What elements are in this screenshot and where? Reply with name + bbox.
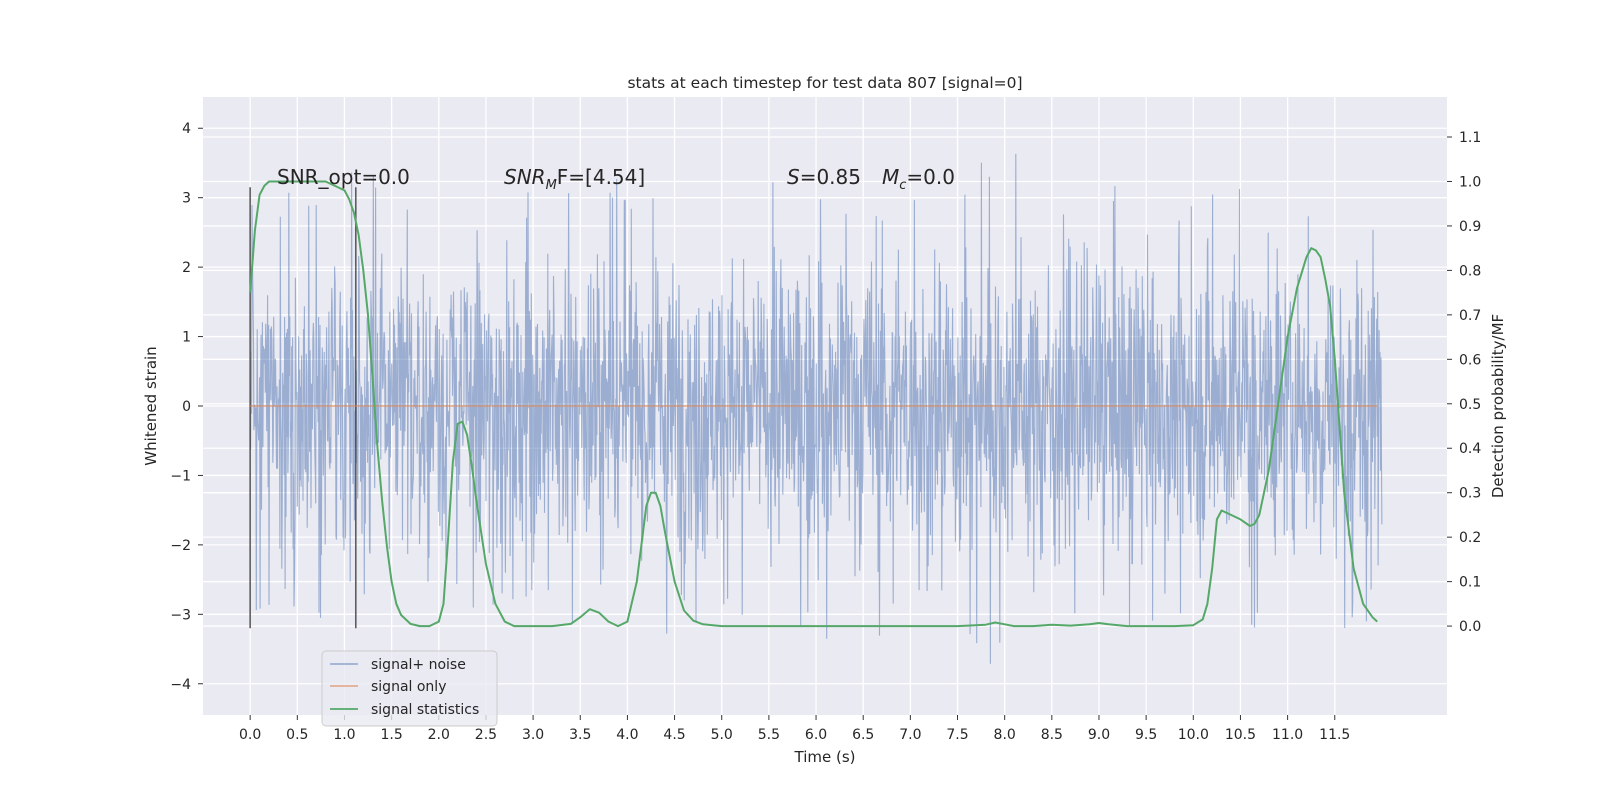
left-y-tick-label: 2 bbox=[182, 260, 191, 276]
x-tick-label: 5.0 bbox=[711, 727, 733, 743]
left-y-tick-label: −2 bbox=[170, 538, 191, 554]
x-tick-label: 7.0 bbox=[899, 727, 921, 743]
left-y-tick-label: −4 bbox=[170, 677, 191, 693]
right-y-tick-label: 1.1 bbox=[1459, 130, 1481, 146]
legend: signal+ noise signal only signal statist… bbox=[321, 650, 498, 727]
annotation-snr-mf-rest: F=[4.54] bbox=[557, 165, 645, 189]
right-y-tick-label: 0.5 bbox=[1459, 397, 1481, 413]
legend-box bbox=[321, 650, 498, 727]
left-y-tick-label: −1 bbox=[170, 468, 191, 484]
left-y-axis-ticks: −4 −3 −2 −1 0 1 2 3 4 bbox=[170, 121, 203, 693]
x-tick-label: 1.0 bbox=[333, 727, 355, 743]
annotation-mc-value: =0.0 bbox=[906, 165, 955, 189]
x-tick-label: 9.0 bbox=[1088, 727, 1110, 743]
x-tick-label: 4.5 bbox=[663, 727, 685, 743]
line-signal-noise bbox=[249, 153, 1383, 664]
left-y-tick-label: 4 bbox=[182, 121, 191, 137]
series-signal-noise bbox=[249, 153, 1383, 664]
annotation-mc-sub: c bbox=[899, 178, 906, 193]
x-tick-label: 3.0 bbox=[522, 727, 544, 743]
annotations: SNR_opt=0.0 SNRMF=[4.54] S=0.85 Mc=0.0 bbox=[277, 165, 955, 193]
x-axis-label: Time (s) bbox=[794, 748, 856, 766]
series-signal-statistics bbox=[249, 180, 1378, 628]
left-y-axis-label: Whitened strain bbox=[142, 346, 160, 465]
x-tick-label: 11.5 bbox=[1319, 727, 1350, 743]
x-tick-label: 8.5 bbox=[1041, 727, 1063, 743]
annotation-snr-opt: SNR_opt=0.0 bbox=[277, 165, 410, 189]
annotation-snr-mf: SNRMF=[4.54] bbox=[504, 165, 645, 193]
x-tick-label: 10.0 bbox=[1178, 727, 1209, 743]
right-y-tick-label: 0.0 bbox=[1459, 619, 1481, 635]
right-y-tick-label: 0.1 bbox=[1459, 575, 1481, 591]
right-y-tick-label: 0.6 bbox=[1459, 352, 1481, 368]
left-y-tick-label: 1 bbox=[182, 330, 191, 346]
legend-label-signal-statistics: signal statistics bbox=[371, 702, 479, 718]
right-y-axis-label: Detection probability/MF bbox=[1489, 314, 1507, 498]
right-y-tick-label: 0.3 bbox=[1459, 486, 1481, 502]
right-y-tick-label: 0.7 bbox=[1459, 308, 1481, 324]
x-tick-label: 10.5 bbox=[1225, 727, 1256, 743]
x-tick-label: 6.5 bbox=[852, 727, 874, 743]
right-y-tick-label: 0.8 bbox=[1459, 263, 1481, 279]
legend-label-signal-noise: signal+ noise bbox=[371, 657, 466, 673]
right-y-tick-label: 0.4 bbox=[1459, 441, 1481, 457]
right-y-tick-label: 0.2 bbox=[1459, 530, 1481, 546]
x-tick-label: 2.5 bbox=[475, 727, 497, 743]
annotation-snr-mf-sub: M bbox=[546, 178, 557, 193]
right-y-tick-label: 0.9 bbox=[1459, 219, 1481, 235]
x-tick-label: 0.5 bbox=[286, 727, 308, 743]
x-tick-label: 9.5 bbox=[1135, 727, 1157, 743]
annotation-snr-mf-base: SNR bbox=[504, 165, 546, 189]
right-y-tick-label: 1.0 bbox=[1459, 174, 1481, 190]
x-tick-label: 5.5 bbox=[758, 727, 780, 743]
x-tick-label: 1.5 bbox=[380, 727, 402, 743]
annotation-mc-base: M bbox=[882, 165, 899, 189]
vertical-markers bbox=[249, 187, 357, 629]
left-y-tick-label: 3 bbox=[182, 191, 191, 207]
x-tick-label: 0.0 bbox=[239, 727, 261, 743]
annotation-s-label: S bbox=[787, 165, 800, 189]
x-axis-ticks: 0.0 0.5 1.0 1.5 2.0 2.5 3.0 3.5 4.0 4.5 5.0 5.5 6.0 6… bbox=[239, 715, 1350, 743]
x-tick-label: 11.0 bbox=[1272, 727, 1303, 743]
annotation-mc: Mc=0.0 bbox=[882, 165, 955, 193]
x-tick-label: 7.5 bbox=[946, 727, 968, 743]
x-tick-label: 4.0 bbox=[616, 727, 638, 743]
chart-title: stats at each timestep for test data 807… bbox=[627, 74, 1022, 92]
x-tick-label: 2.0 bbox=[428, 727, 450, 743]
left-y-tick-label: 0 bbox=[182, 399, 191, 415]
line-signal-statistics bbox=[249, 180, 1378, 628]
x-tick-label: 3.5 bbox=[569, 727, 591, 743]
right-y-axis-ticks: 0.0 0.1 0.2 0.3 0.4 0.5 0.6 0.7 0.8 0.9 1.0 1.1 bbox=[1447, 130, 1481, 635]
x-tick-label: 6.0 bbox=[805, 727, 827, 743]
legend-label-signal-only: signal only bbox=[371, 679, 446, 695]
x-tick-label: 8.0 bbox=[994, 727, 1016, 743]
annotation-s: S=0.85 bbox=[787, 165, 861, 189]
annotation-s-value: =0.85 bbox=[800, 165, 861, 189]
left-y-tick-label: −3 bbox=[170, 607, 191, 623]
